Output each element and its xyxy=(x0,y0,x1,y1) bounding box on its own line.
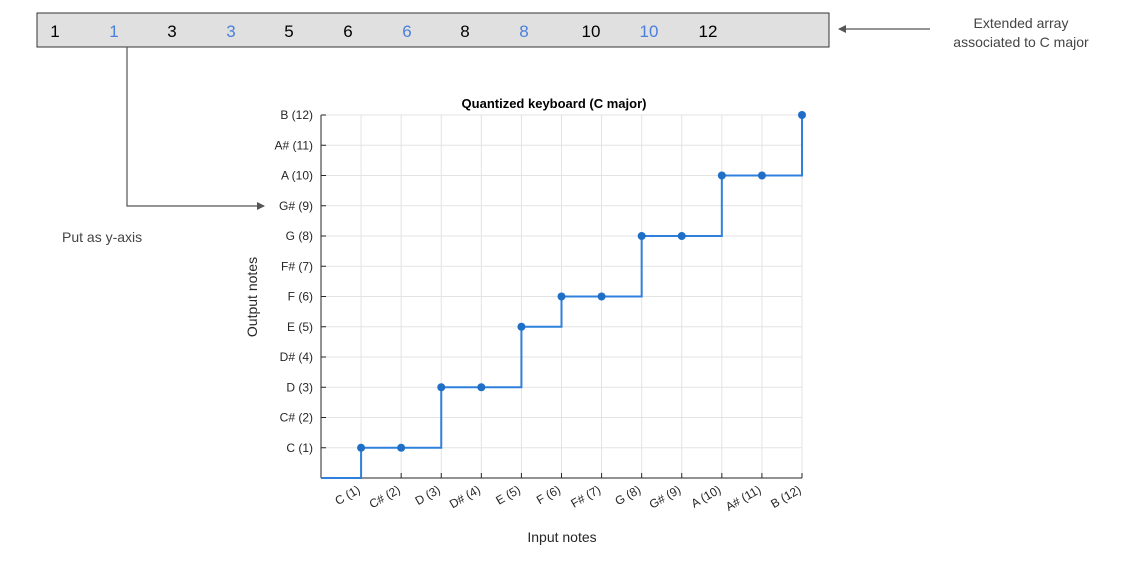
series-markers xyxy=(357,111,806,452)
step-series-line xyxy=(321,115,803,479)
array-box xyxy=(36,12,830,48)
y-tick-label: G (8) xyxy=(286,229,313,243)
y-tick-labels: C (1) C# (2) D (3) D# (4) E (5) F (6) F# (7) G … xyxy=(275,108,313,455)
data-point xyxy=(597,292,606,301)
data-point xyxy=(357,443,366,452)
x-tick-label: G (8) xyxy=(612,482,643,508)
x-tick-label: C (1) xyxy=(332,482,362,507)
data-point xyxy=(757,171,766,180)
array-value: 1 xyxy=(50,22,59,41)
data-point xyxy=(397,443,406,452)
y-tick-label: B (12) xyxy=(280,108,313,122)
array-value: 3 xyxy=(167,22,176,41)
y-tick-label: G# (9) xyxy=(279,199,313,213)
y-tick-label: E (5) xyxy=(287,320,313,334)
y-tick-label: C# (2) xyxy=(280,411,313,425)
x-tick-label: E (5) xyxy=(493,482,523,507)
array-value: 1 xyxy=(109,22,118,41)
y-tick-label: D# (4) xyxy=(280,350,313,364)
data-point xyxy=(437,383,446,392)
data-point xyxy=(798,111,806,119)
x-tick-label: A# (11) xyxy=(723,482,763,513)
array-value: 12 xyxy=(699,22,718,41)
x-tick-label: G# (9) xyxy=(647,482,683,511)
array-value: 3 xyxy=(226,22,235,41)
array-value: 10 xyxy=(640,22,659,41)
extended-array-note-line1: Extended array xyxy=(974,15,1069,31)
y-tick-label: F# (7) xyxy=(281,259,313,273)
data-point xyxy=(677,232,686,240)
array-values: 1 1 3 3 5 6 6 8 8 10 10 12 xyxy=(50,22,717,41)
array-value: 5 xyxy=(284,22,293,41)
x-tick-label: D (3) xyxy=(413,482,443,507)
y-tick-label: A (10) xyxy=(281,169,313,183)
array-value: 10 xyxy=(582,22,601,41)
y-tick-label: D (3) xyxy=(286,380,313,394)
x-tick-label: B (12) xyxy=(768,482,803,510)
put-as-yaxis-note: Put as y-axis xyxy=(62,229,142,245)
array-value: 8 xyxy=(460,22,469,41)
data-point xyxy=(557,292,566,301)
array-value: 6 xyxy=(402,22,411,41)
x-tick-label: A (10) xyxy=(689,482,724,510)
x-tick-label: F (6) xyxy=(534,482,563,507)
data-point xyxy=(517,322,526,331)
x-axis-label: Input notes xyxy=(527,529,596,545)
extended-array: 1 1 3 3 5 6 6 8 8 10 10 12 xyxy=(36,12,830,48)
y-tick-label: F (6) xyxy=(288,290,313,304)
array-value: 6 xyxy=(343,22,352,41)
x-tick-label: F# (7) xyxy=(568,482,603,510)
chart: C (1)C# (2)D (3)D# (4)E (5)F (6)F# (7)G … xyxy=(244,96,806,545)
x-tick-labels: C (1) C# (2) D (3) D# (4) E (5) F (6) F# (7) G … xyxy=(332,482,803,513)
ticks xyxy=(321,114,803,478)
chart-title: Quantized keyboard (C major) xyxy=(462,96,647,111)
data-point xyxy=(477,383,486,392)
y-tick-label: C (1) xyxy=(286,441,313,455)
data-point xyxy=(717,171,726,180)
x-tick-label: D# (4) xyxy=(447,482,483,511)
y-tick-label: A# (11) xyxy=(275,138,313,152)
x-tick-label: C# (2) xyxy=(367,482,403,511)
data-point xyxy=(637,232,646,240)
y-axis-label: Output notes xyxy=(244,257,260,337)
extended-array-note-line2: associated to C major xyxy=(953,34,1089,50)
array-value: 8 xyxy=(519,22,528,41)
yaxis-connector-arrow xyxy=(126,47,265,210)
